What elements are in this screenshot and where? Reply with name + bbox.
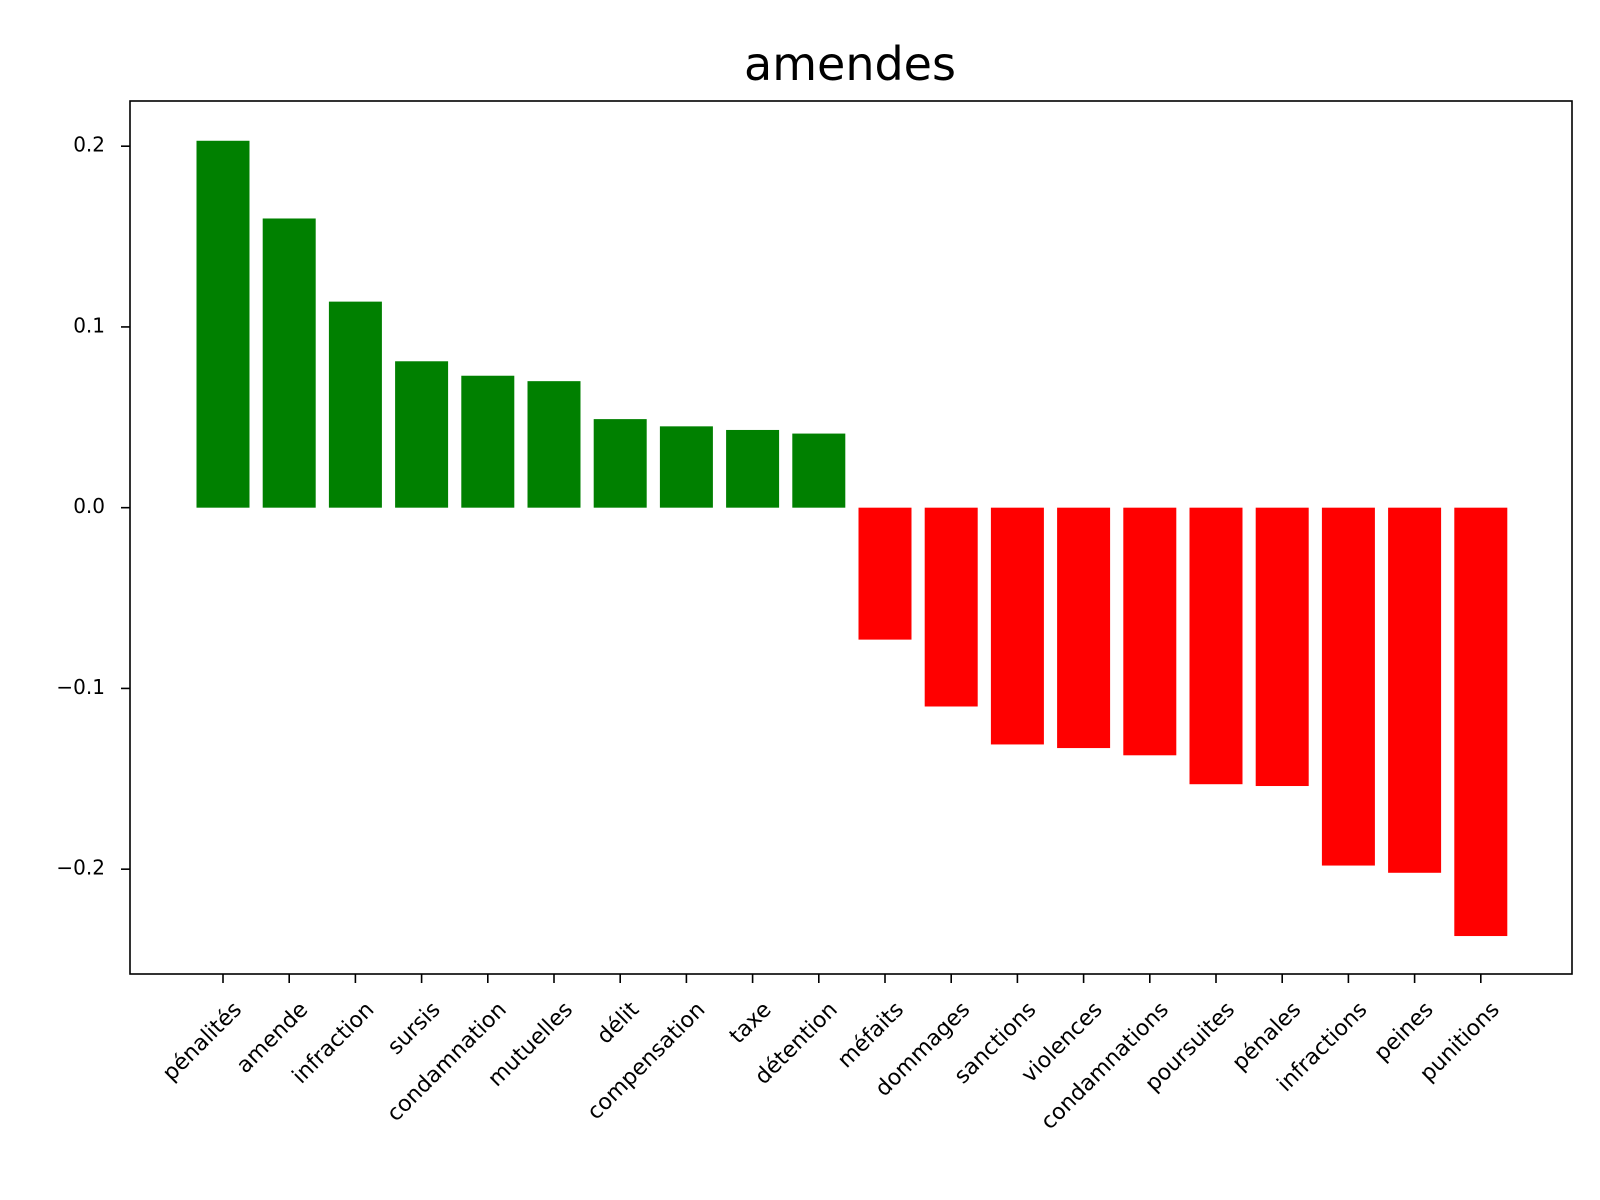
bar-condamnation <box>461 375 515 508</box>
x-tick-label-penalites: pénalités <box>158 997 247 1086</box>
x-tick-label-compensation: compensation <box>583 997 711 1125</box>
bar-penales <box>1255 507 1309 787</box>
bar-condamnations <box>1123 507 1177 756</box>
bar-amende <box>262 218 316 508</box>
bar-infractions <box>1321 507 1375 866</box>
bar-detention <box>792 433 846 508</box>
bar-peines <box>1388 507 1442 873</box>
bar-poursuites <box>1189 507 1243 785</box>
x-tick-label-taxe: taxe <box>725 997 777 1049</box>
y-tick-label: −0.2 <box>56 856 105 880</box>
chart-title: amendes <box>744 37 956 91</box>
bar-taxe <box>726 429 780 508</box>
bar-delit <box>593 419 647 508</box>
bar-mefaits <box>858 507 912 640</box>
x-tick-label-sursis: sursis <box>383 997 446 1060</box>
bar-sursis <box>395 361 449 508</box>
bar-compensation <box>659 426 713 508</box>
bar-infraction <box>328 301 382 508</box>
y-tick-label: 0.1 <box>73 313 105 337</box>
bar-sanctions <box>990 507 1044 745</box>
y-tick-label: 0.2 <box>73 133 105 157</box>
bar-violences <box>1057 507 1111 749</box>
x-tick-label-delit: délit <box>592 997 644 1049</box>
y-tick-label: 0.0 <box>73 494 105 518</box>
y-axis: 0.2 0.1 0.0 −0.1 −0.2 <box>56 133 130 880</box>
bar-dommages <box>924 507 978 707</box>
x-tick-label-condamnation: condamnation <box>382 997 511 1126</box>
bar-penalites <box>196 140 250 508</box>
y-tick-label: −0.1 <box>56 675 105 699</box>
plot-frame <box>129 100 1573 975</box>
bars-group <box>196 140 1508 937</box>
bar-punitions <box>1454 507 1508 937</box>
bar-mutuelles <box>527 381 581 508</box>
